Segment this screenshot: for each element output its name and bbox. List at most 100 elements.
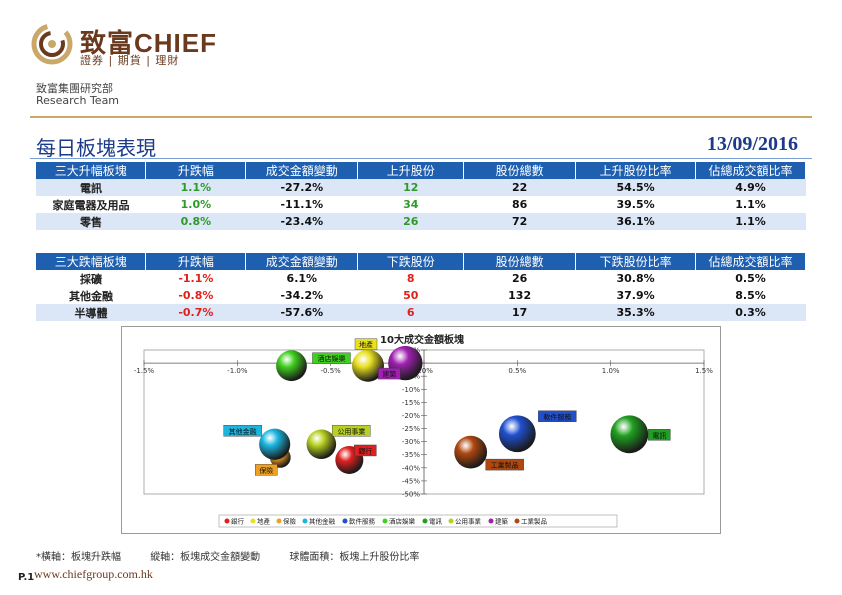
chart-title: 10大成交金額板塊 [380,333,464,346]
column-header: 上升股份 [357,162,465,179]
column-header: 佔總成交額比率 [695,162,806,179]
legend-entry: 保險 [283,517,297,526]
y-tick-label: -30% [402,438,420,446]
column-header: 股份總數 [463,162,577,179]
legend-marker [382,518,388,524]
turnover-change: 6.1% [286,272,318,285]
bubble-label-box [378,367,401,380]
change-pct: -0.7% [145,304,246,321]
bubble-label: 其他金融 [229,427,257,436]
legend-entry: 銀行 [231,517,245,526]
bubble-label-box [538,410,577,422]
total-count: 72 [463,213,576,230]
legend-marker [422,518,428,524]
turnover-share: 1.1% [735,198,766,211]
legend-marker [514,518,520,524]
rising-count: 34 [403,198,419,211]
sector-name: 半導體 [36,304,146,321]
turnover-change: -34.2% [280,289,324,302]
legend-box [218,514,618,528]
falling-count: 6 [357,304,464,321]
rising-count: 12 [357,179,464,196]
y-tick-label: -15% [402,399,420,407]
sector-name: 採礦 [79,272,102,286]
x-tick-label: -1.5% [134,367,155,375]
y-tick-label: -10% [402,386,420,394]
bubble-label: 軟件服務 [543,412,571,421]
top-gainers-table: 三大升幅板塊 升跌幅 成交金額變動 上升股份 股份總數 上升股份比率 佔總成交額… [36,162,806,230]
bubble-label-box [332,425,371,437]
y-tick-label: -50% [402,491,420,499]
bubble-4 [259,428,291,460]
total-count: 26 [511,272,528,285]
bubble-label-box [354,444,377,457]
top-losers-table: 三大跌幅板塊 升跌幅 成交金額變動 下跌股份 股份總數 下跌股份比率 佔總成交額… [36,253,806,321]
bubble-label: 酒店娛樂 [317,354,345,363]
legend-entry: 酒店娛樂 [389,517,416,526]
bubble-label-box [312,352,351,364]
bubble-label: 保險 [259,466,273,475]
turnover-change: -23.4% [245,213,358,230]
falling-ratio: 35.3% [575,304,696,321]
bubble-label-box [485,458,524,471]
rising-ratio: 36.1% [575,213,696,230]
column-header: 三大跌幅板塊 [36,253,147,270]
bubble-6 [276,350,307,382]
x-tick-label: 1.0% [602,367,620,375]
falling-count: 50 [403,289,419,302]
legend-entry: 工業製品 [521,517,547,526]
table-row: 零售 0.8% -23.4% 26 72 36.1% 1.1% [36,213,806,230]
header-divider [30,116,812,118]
legend-entry: 其他金融 [309,517,336,526]
x-tick-label: 0.0% [415,367,433,375]
website-link[interactable]: www.chiefgroup.com.hk [34,567,153,581]
legend-entry: 地產 [257,517,271,526]
bubble-label-box [255,464,278,476]
bubble-label-box [223,425,262,437]
turnover-change: -57.6% [245,304,358,321]
sector-name: 其他金融 [68,289,113,303]
table-row: 半導體 -0.7% -57.6% 6 17 35.3% 0.3% [36,304,806,321]
legend-marker [342,518,348,524]
falling-ratio: 37.9% [616,289,655,302]
legend-marker [250,518,256,524]
legend-marker [302,518,308,524]
sector-name: 家庭電器及用品 [52,198,130,212]
y-tick-label: -20% [402,412,420,420]
column-header: 成交金額變動 [245,162,359,179]
bubble-label: 公用事業 [337,427,365,436]
total-count: 22 [463,179,576,196]
footnote-bubble-size: 球體面積：板塊上升股份比率 [289,552,420,563]
total-count: 86 [512,198,528,211]
bubble-label-box [354,338,378,350]
footnote-y-axis: 縱軸：板塊成交金額變動 [150,552,261,563]
chart-canvas: 10大成交金額板塊 5%0%-5%-10%-15%-20%-25%-30%-35… [134,333,713,528]
rising-count: 26 [357,213,464,230]
turnover-share: 0.3% [695,304,806,321]
logo-wordmark: 致富CHIEF [80,28,218,58]
column-header: 下跌股份 [357,253,465,270]
sector-name: 零售 [36,213,146,230]
team-label: Research Team [36,94,120,107]
report-date: 13/09/2016 [706,133,798,155]
bubble-label: 建築 [382,370,396,379]
y-tick-label: -40% [402,464,420,472]
legend-marker [276,518,282,524]
turnover-change: -11.1% [280,198,324,211]
x-tick-label: 0.5% [508,367,526,375]
x-tick-label: -1.0% [227,367,248,375]
bubble-10 [454,435,488,469]
logo-tagline: 證券 | 期貨 | 理財 [80,54,180,67]
rising-ratio: 54.5% [575,179,696,196]
column-header: 佔總成交額比率 [695,253,806,270]
department-label: 致富集團研究部 [36,82,113,95]
table-row: 採礦 -1.1% 6.1% 8 26 30.8% 0.5% [36,270,806,287]
y-tick-label: -45% [402,477,420,485]
column-header: 三大升幅板塊 [36,162,147,179]
bubble-label: 銀行 [358,446,372,455]
rising-ratio: 39.5% [616,198,655,211]
falling-ratio: 30.8% [616,272,655,285]
bubble-chart: 10大成交金額板塊 5%0%-5%-10%-15%-20%-25%-30%-35… [121,326,721,534]
bubble-5 [498,415,536,453]
turnover-share: 0.5% [735,272,766,285]
